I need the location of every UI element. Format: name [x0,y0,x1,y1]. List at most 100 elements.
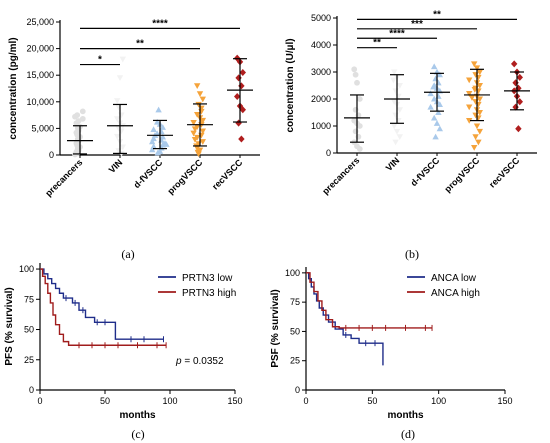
legend-label: PRTN3 high [182,288,236,299]
y-tick-label: 5,000 [31,123,54,133]
y-tick-label: 50 [290,326,300,336]
data-point [396,134,403,140]
data-point [436,71,443,78]
y-tick-label: 15,000 [26,70,54,80]
data-point [238,135,245,143]
significance-label: ** [433,9,441,20]
y-tick-label: 5000 [311,13,331,23]
data-point [356,146,363,152]
data-point [515,84,522,92]
data-point [393,128,401,135]
panel-label-c: (c) [131,427,144,441]
x-tick-label: progVSCC [166,157,205,196]
y-tick-label: 4000 [311,40,331,50]
data-point [352,71,359,78]
p-value: = 0.0352 [182,356,224,367]
data-point [199,118,206,125]
data-point [199,128,206,135]
y-tick-label: 1000 [311,121,331,131]
data-point [191,137,199,143]
x-tick-label: 0 [37,396,42,406]
x-tick-label: precancers [320,155,361,196]
y-tick-label: 2000 [311,94,331,104]
data-point [427,103,434,110]
data-point [355,133,362,140]
y-tick-label: 25 [24,355,34,365]
data-point [155,106,162,113]
data-point [234,92,241,100]
survival-curve [40,268,164,340]
y-tick-label: 25,000 [26,17,54,27]
y-axis-label: PFS (% survival) [4,287,15,365]
data-point [515,125,522,133]
data-point [466,77,473,84]
data-point [114,133,121,140]
data-point [512,79,519,87]
data-point [476,128,483,135]
data-point [119,144,126,151]
survival-curve [306,272,384,366]
data-point [115,104,122,111]
data-point [163,141,170,147]
x-tick-label: progVSCC [443,155,482,194]
panel-label-b: (b) [405,247,419,261]
p-symbol: p [175,356,182,367]
panel-label-d: (d) [401,427,415,441]
x-tick-label: d-fVSCC [132,157,165,190]
data-point [79,108,86,115]
data-point [475,74,482,81]
y-tick-label: 100 [285,268,300,278]
x-axis-label: months [119,410,156,421]
data-point [511,60,518,68]
x-tick-label: recVSCC [210,157,245,192]
data-point [436,125,443,132]
p-value-annotation: p = 0.0352 [175,356,224,367]
data-point [431,114,438,121]
data-point [466,118,473,124]
data-point [154,149,161,156]
data-point [396,82,403,89]
data-point [356,96,363,102]
significance-label: *** [411,19,423,30]
data-point [472,134,479,140]
x-tick-label: d-fVSCC [409,155,442,188]
y-tick-label: 0 [49,150,54,160]
significance-label: **** [152,18,168,29]
x-axis-label: months [387,410,424,421]
significance-label: ** [373,38,381,49]
x-tick-label: 150 [497,396,512,406]
survival-curve [306,272,433,329]
chart-b: 0 1000 2000 3000 4000 5000 concentration (U/µl… [285,9,537,196]
data-point [194,145,201,152]
y-axis-label: PSF (% survival) [270,289,281,367]
significance-label: * [98,55,102,66]
data-point [159,124,166,130]
y-tick-label: 75 [24,294,34,304]
data-point [435,109,442,116]
data-point [476,82,483,89]
data-point [119,56,126,63]
legend-label: ANCA low [431,273,477,284]
significance-label: ** [136,39,144,50]
data-point [431,63,438,70]
x-tick-label: VIN [107,157,125,175]
data-point [391,123,398,130]
data-point [435,93,442,99]
data-point [351,66,358,73]
data-point [430,83,437,90]
x-tick-label: precancers [43,157,84,198]
data-point [391,69,398,76]
data-point [466,104,473,111]
data-point [199,96,206,103]
data-point [190,119,197,126]
data-point [390,77,397,84]
y-tick-label: 0 [326,148,331,158]
data-point [516,98,523,106]
data-point [352,128,359,135]
legend-label: PRTN3 low [182,273,233,284]
data-point [149,138,156,145]
data-point [72,113,78,120]
data-point [239,69,246,77]
x-tick-label: 50 [367,396,377,406]
